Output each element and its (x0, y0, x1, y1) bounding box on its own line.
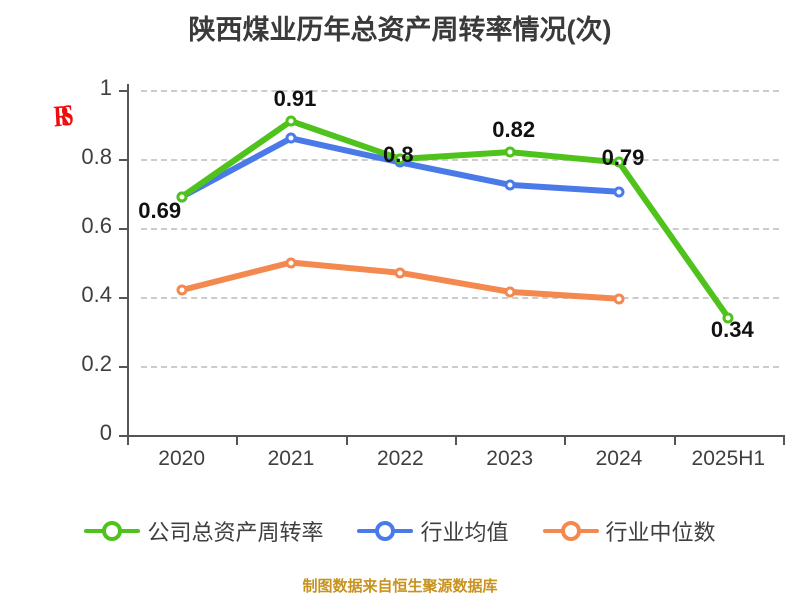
gridline (141, 159, 779, 161)
data-point-marker (394, 153, 406, 165)
legend-label: 行业中位数 (605, 520, 716, 545)
series-line (178, 118, 732, 321)
y-axis-tick (119, 228, 127, 230)
legend-marker-icon (542, 518, 599, 544)
gridline (141, 228, 779, 230)
data-point-marker (176, 191, 188, 203)
data-point-marker (613, 156, 625, 168)
legend-item-2[interactable]: 行业中位数 (542, 515, 716, 547)
x-axis-tick-label: 2020 (158, 447, 206, 470)
y-axis-tick-label: 0.6 (81, 213, 112, 238)
data-point-marker (504, 146, 516, 158)
x-axis-tick (673, 435, 676, 445)
y-axis-tick-label: 0.8 (81, 144, 112, 169)
data-point-marker (613, 186, 625, 198)
legend-marker-icon (84, 518, 141, 544)
data-point-label: 0.34 (710, 316, 754, 342)
y-axis-tick-label: 0.4 (81, 282, 112, 307)
y-axis-tick-label: 0.2 (81, 351, 112, 376)
chart-legend: 公司总资产周转率 行业均值 行业中位数 (0, 515, 800, 547)
data-point-marker (504, 179, 516, 191)
legend-label: 行业均值 (420, 520, 509, 545)
gridline (141, 90, 779, 92)
data-point-label: 0.91 (273, 86, 317, 112)
legend-item-1[interactable]: 行业均值 (357, 515, 509, 547)
y-axis-tick (119, 366, 127, 368)
y-axis-tick (119, 90, 127, 92)
x-axis-tick (783, 435, 785, 445)
x-axis-tick-label: 2023 (486, 447, 534, 470)
watermark-logo: RS (52, 99, 66, 134)
source-note: 制图数据来自恒生聚源数据库 (302, 578, 498, 595)
y-axis-tick (119, 159, 127, 161)
y-axis-tick (119, 435, 127, 437)
gridline (141, 297, 779, 299)
x-axis-tick (127, 435, 129, 445)
x-axis-tick (564, 435, 567, 445)
data-point-marker (613, 293, 625, 305)
chart-title: 陕西煤业历年总资产周转率情况(次) (188, 15, 612, 45)
x-axis-tick-label: 2021 (267, 447, 315, 470)
y-axis-tick-label: 1 (99, 75, 112, 100)
data-point-label: 0.69 (138, 197, 182, 223)
data-point-marker (394, 267, 406, 279)
x-axis-tick-label: 2022 (376, 447, 424, 470)
x-axis-tick (455, 435, 457, 445)
data-point-label: 0.79 (601, 145, 645, 171)
legend-marker-icon (357, 518, 414, 544)
y-axis-tick-label: 0 (99, 420, 112, 445)
x-axis-tick (236, 435, 239, 445)
x-axis-tick (345, 435, 348, 445)
data-point-label: 0.8 (383, 142, 414, 167)
data-point-marker (504, 286, 516, 298)
data-point-marker (285, 132, 297, 144)
data-point-marker (285, 257, 297, 268)
y-axis-line (127, 84, 129, 441)
data-point-label: 0.82 (492, 117, 536, 143)
data-point-marker (176, 284, 188, 296)
x-axis-tick-label: 2025H1 (691, 447, 766, 470)
data-point-marker (285, 115, 297, 127)
y-axis-tick (119, 297, 127, 299)
legend-label: 公司总资产周转率 (147, 520, 324, 545)
data-point-marker (722, 312, 734, 324)
gridline (141, 366, 779, 368)
legend-item-0[interactable]: 公司总资产周转率 (84, 515, 323, 547)
x-axis-tick-label: 2024 (595, 447, 643, 470)
